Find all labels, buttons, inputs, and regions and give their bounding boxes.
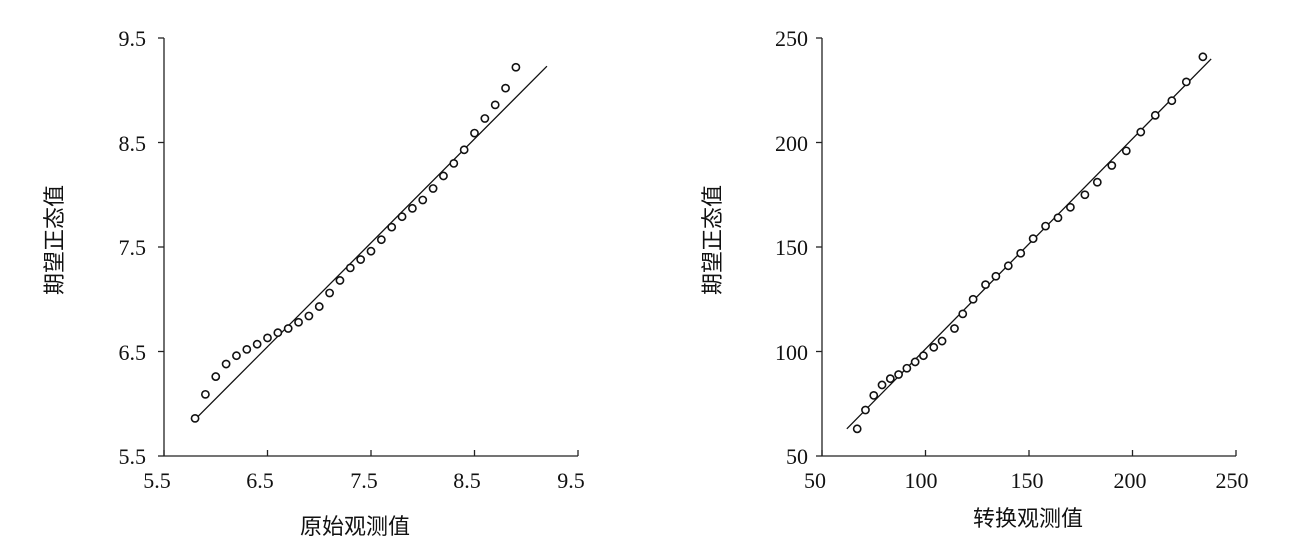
- right-data-point: [1092, 177, 1102, 187]
- right-data-point: [968, 294, 978, 304]
- left-data-point: [397, 212, 407, 222]
- right-data-point: [1041, 221, 1050, 231]
- left-data-point: [356, 255, 366, 264]
- left-x-ticks: 5.5 6.5 7.5 8.5 9.5: [143, 450, 585, 493]
- left-data-point: [221, 359, 231, 369]
- left-data-point: [480, 114, 490, 123]
- right-y-tick-label: 100: [775, 340, 808, 365]
- left-data-point: [304, 311, 314, 321]
- right-data-point: [885, 374, 895, 384]
- left-x-tick-label: 9.5: [557, 468, 585, 493]
- left-data-point: [252, 339, 262, 349]
- right-data-point: [937, 336, 947, 346]
- left-y-axis-label: 期望正态值: [43, 185, 68, 295]
- right-y-tick-label: 250: [775, 26, 808, 51]
- left-data-point: [511, 62, 521, 72]
- right-x-tick-label: 200: [1114, 468, 1147, 493]
- left-y-tick-label: 7.5: [119, 235, 147, 260]
- left-data-point: [501, 83, 510, 93]
- right-data-point: [1003, 261, 1013, 271]
- right-data-point: [894, 370, 903, 379]
- left-y-tick-label: 9.5: [119, 26, 147, 51]
- right-data-point: [981, 280, 990, 290]
- right-y-axis-label: 期望正态值: [701, 185, 726, 295]
- left-points: [190, 62, 521, 423]
- right-y-tick-label: 200: [775, 131, 808, 156]
- right-data-point: [861, 405, 870, 415]
- right-data-point: [929, 342, 939, 352]
- right-data-point: [1107, 161, 1117, 170]
- left-data-point: [242, 345, 252, 354]
- right-data-point: [1053, 213, 1063, 223]
- right-x-tick-label: 50: [804, 468, 826, 493]
- left-x-tick-label: 8.5: [453, 468, 481, 493]
- left-chart: 9.5 8.5 7.5 6.5 5.5 5.5 6.5 7.5 8.5 9.5 …: [43, 26, 585, 540]
- left-x-axis-label: 原始观测值: [300, 515, 410, 540]
- right-x-axis-label: 转换观测值: [973, 507, 1083, 532]
- left-data-point: [294, 317, 303, 327]
- left-data-point: [366, 246, 376, 256]
- right-data-point: [1198, 52, 1208, 62]
- left-x-tick-label: 5.5: [143, 468, 171, 493]
- left-y-tick-label: 6.5: [119, 340, 147, 365]
- right-y-ticks: 250 200 150 100 50: [775, 26, 822, 469]
- left-data-point: [211, 372, 221, 381]
- right-data-point: [1121, 146, 1131, 156]
- left-y-tick-label: 5.5: [119, 444, 147, 469]
- right-data-point: [1016, 248, 1026, 258]
- right-data-point: [1066, 202, 1075, 212]
- left-data-point: [428, 184, 438, 193]
- left-data-point: [490, 100, 500, 110]
- right-data-point: [910, 357, 920, 367]
- left-data-point: [376, 235, 386, 245]
- left-data-point: [439, 171, 448, 181]
- left-y-tick-label: 8.5: [119, 131, 147, 156]
- left-data-point: [345, 263, 355, 273]
- right-x-tick-label: 250: [1216, 468, 1249, 493]
- left-data-point: [263, 333, 272, 343]
- right-data-point: [869, 390, 879, 400]
- left-data-point: [325, 288, 334, 298]
- right-data-point: [950, 324, 959, 333]
- left-data-point: [190, 413, 200, 423]
- right-x-tick-label: 100: [905, 468, 938, 493]
- left-data-point: [470, 128, 479, 138]
- left-x-tick-label: 7.5: [350, 468, 378, 493]
- right-data-point: [991, 271, 1001, 281]
- left-data-point: [449, 158, 459, 168]
- right-x-ticks: 50 100 150 200 250: [804, 450, 1249, 493]
- right-data-point: [877, 380, 887, 390]
- right-data-point: [1028, 234, 1038, 244]
- left-data-point: [407, 203, 417, 213]
- left-data-point: [273, 328, 283, 338]
- left-data-point: [200, 389, 210, 399]
- left-data-point: [314, 302, 324, 311]
- right-y-tick-label: 50: [786, 444, 808, 469]
- right-data-point: [1167, 96, 1177, 106]
- right-data-point: [1080, 190, 1090, 200]
- left-data-point: [335, 276, 345, 285]
- left-data-point: [459, 145, 469, 155]
- right-chart: 250 200 150 100 50 50 100 150 200 250 转换…: [701, 26, 1249, 532]
- right-data-point: [958, 309, 968, 319]
- right-data-point: [1181, 77, 1191, 87]
- right-data-point: [902, 363, 912, 373]
- left-x-tick-label: 6.5: [246, 468, 274, 493]
- left-data-point: [387, 222, 397, 232]
- right-points: [852, 52, 1208, 434]
- left-reference-line: [194, 65, 548, 420]
- right-y-tick-label: 150: [775, 235, 808, 260]
- right-data-point: [919, 351, 928, 361]
- left-data-point: [232, 351, 241, 361]
- left-data-point: [283, 324, 293, 333]
- right-data-point: [852, 424, 862, 434]
- right-x-tick-label: 150: [1011, 468, 1044, 493]
- right-data-point: [1150, 110, 1160, 120]
- left-y-ticks: 9.5 8.5 7.5 6.5 5.5: [119, 26, 164, 469]
- left-data-point: [418, 195, 428, 205]
- right-data-point: [1136, 127, 1146, 137]
